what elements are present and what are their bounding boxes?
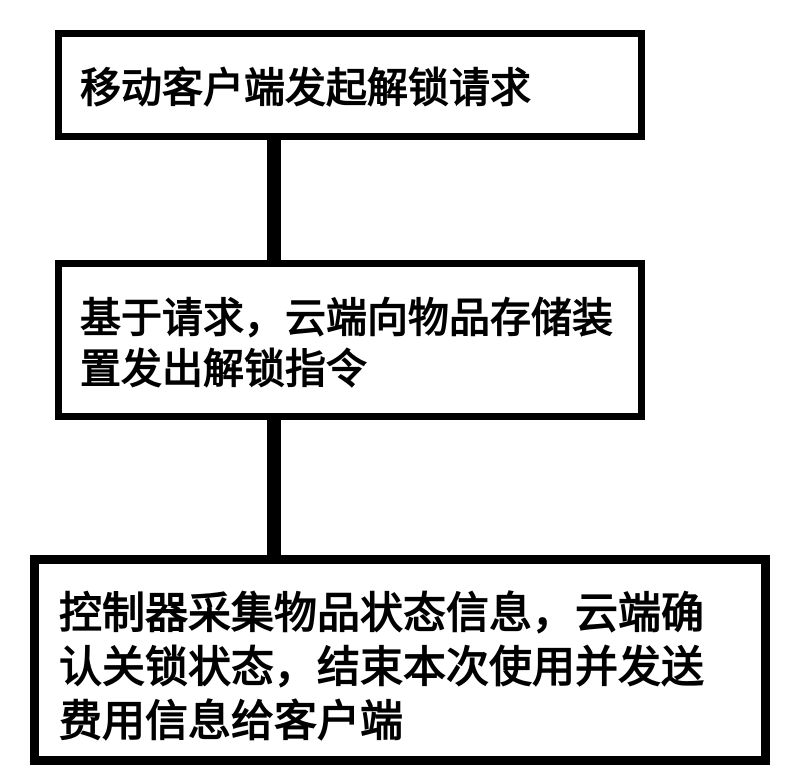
node-step1-label: 移动客户端发起解锁请求	[80, 65, 531, 111]
node-step2-label: 基于请求，云端向物品存储装置发出解锁指令	[80, 295, 613, 392]
node-step1: 移动客户端发起解锁请求	[55, 30, 645, 140]
edge-step2-step3	[267, 420, 281, 555]
node-step2: 基于请求，云端向物品存储装置发出解锁指令	[55, 260, 645, 420]
edge-step1-step2	[267, 140, 281, 260]
node-step3-label: 控制器采集物品状态信息，云端确认关锁状态，结束本次使用并发送费用信息给客户端	[59, 591, 704, 746]
flowchart-canvas: 移动客户端发起解锁请求 基于请求，云端向物品存储装置发出解锁指令 控制器采集物品…	[0, 0, 800, 779]
node-step3: 控制器采集物品状态信息，云端确认关锁状态，结束本次使用并发送费用信息给客户端	[30, 555, 770, 765]
